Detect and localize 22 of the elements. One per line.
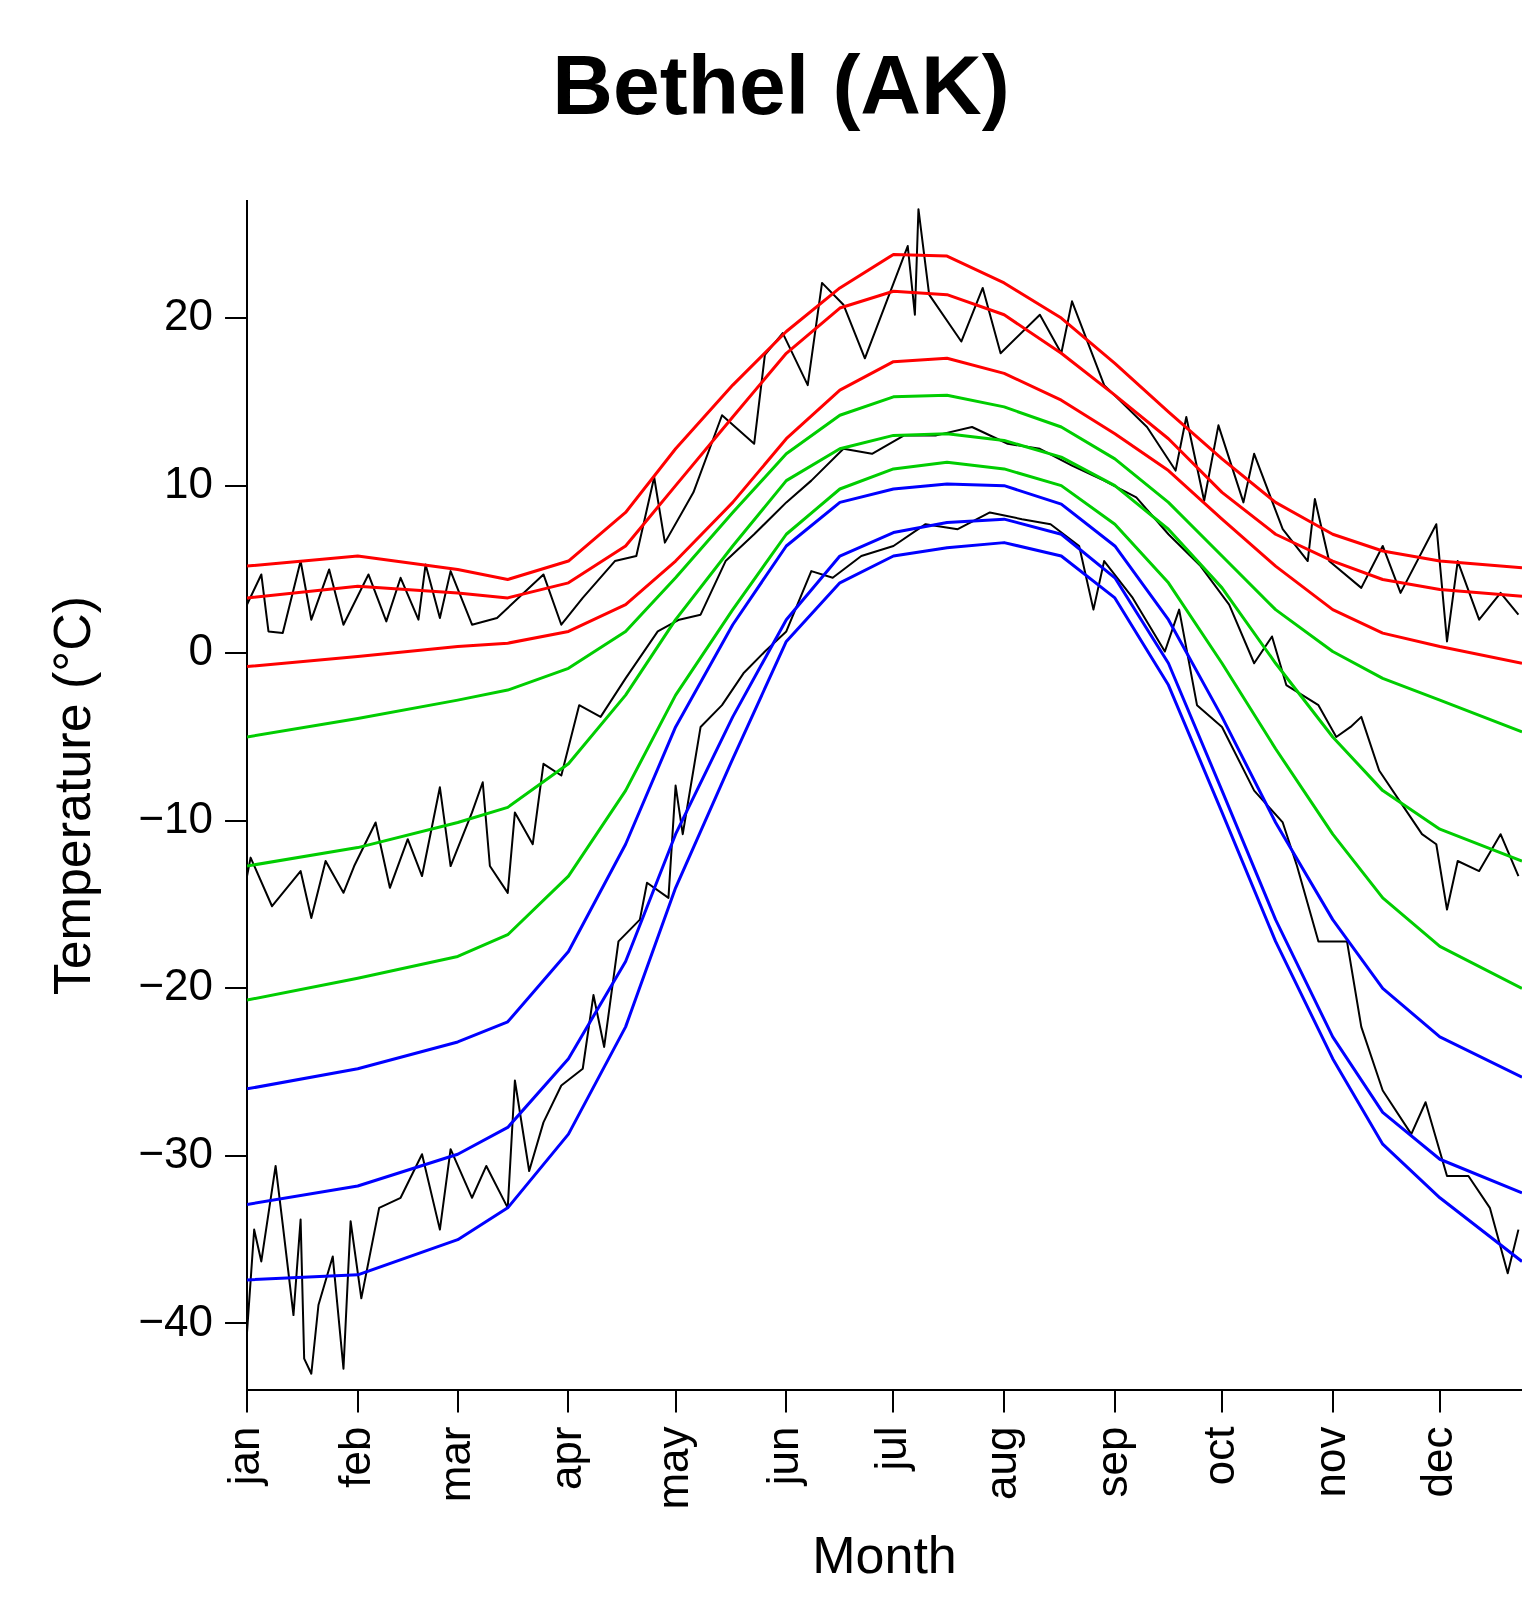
- y-tick-label: −20: [138, 960, 214, 1010]
- y-tick-label: 20: [164, 290, 214, 340]
- y-tick-label: −10: [138, 792, 214, 842]
- x-tick-label: jul: [865, 1426, 915, 1473]
- x-tick-label: oct: [1194, 1426, 1244, 1486]
- x-tick-label: jan: [219, 1426, 269, 1488]
- y-tick-label: −40: [138, 1295, 214, 1345]
- x-tick-label: mar: [429, 1426, 479, 1503]
- x-tick-label: sep: [1087, 1426, 1137, 1498]
- x-tick-label: aug: [976, 1426, 1026, 1500]
- y-tick-label: 0: [188, 625, 214, 675]
- x-tick-label: jun: [758, 1426, 808, 1488]
- chart-title: Bethel (AK): [552, 37, 1010, 132]
- x-tick-label: may: [647, 1426, 697, 1510]
- y-tick-label: −30: [138, 1128, 214, 1178]
- x-tick-label: nov: [1304, 1426, 1354, 1498]
- x-axis-title: Month: [812, 1526, 957, 1585]
- x-tick-label: dec: [1412, 1426, 1461, 1498]
- y-tick-label: 10: [164, 457, 214, 507]
- y-axis-title: Temperature (°C): [42, 595, 101, 996]
- x-tick-label: feb: [329, 1426, 379, 1488]
- x-tick-label: apr: [540, 1426, 590, 1491]
